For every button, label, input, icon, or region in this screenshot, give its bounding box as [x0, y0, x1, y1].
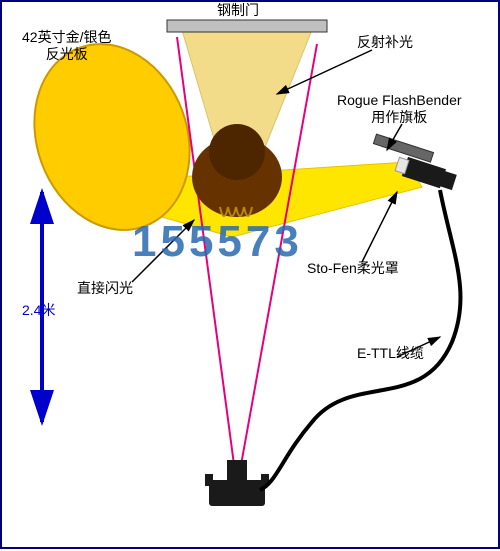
- label-scale: 2.4米: [22, 302, 55, 319]
- label-steel-door: 钢制门: [217, 2, 259, 19]
- steel-door: [167, 20, 327, 32]
- watermark: 155573: [132, 217, 303, 267]
- label-direct-flash: 直接闪光: [77, 280, 133, 297]
- label-cable: E-TTL线缆: [357, 345, 424, 362]
- main-camera: [205, 460, 269, 506]
- label-diffuser: Sto-Fen柔光罩: [307, 260, 399, 277]
- ptr-diffuser: [362, 192, 397, 262]
- lighting-diagram: 42英寸金/银色 反光板 钢制门 反射补光 Rogue FlashBender …: [0, 0, 500, 549]
- label-rogue: Rogue FlashBender 用作旗板: [337, 92, 462, 126]
- label-reflection-fill: 反射补光: [357, 34, 413, 51]
- diagram-svg: [2, 2, 500, 551]
- label-reflector: 42英寸金/银色 反光板: [22, 29, 111, 63]
